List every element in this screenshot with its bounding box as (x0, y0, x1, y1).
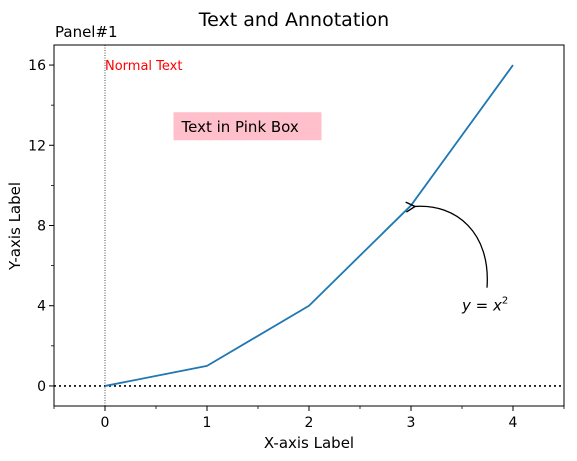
y-tick-label: 0 (37, 379, 46, 395)
reference-lines (54, 45, 564, 406)
y-tick-label: 16 (28, 58, 46, 74)
annotation-layer: Normal Text Text in Pink Box y = x2 (105, 59, 508, 315)
y-tick-label: 4 (37, 299, 46, 315)
y-tick-label: 8 (37, 219, 46, 235)
y-tick-label: 12 (28, 138, 46, 154)
x-tick-label: 4 (509, 415, 518, 431)
plot-area (54, 45, 564, 406)
normal-text-annotation: Normal Text (105, 59, 182, 74)
series-line-0 (104, 64, 514, 387)
pink-box (173, 112, 322, 141)
panel-label: Panel#1 (55, 23, 118, 41)
x-axis: 0 1 2 3 4 (53, 406, 565, 431)
x-tick-label: 1 (203, 415, 212, 431)
y-axis: 0 4 8 12 16 (28, 58, 54, 395)
x-tick-label: 3 (407, 415, 416, 431)
chart-title: Text and Annotation (198, 9, 389, 31)
series-layer (104, 64, 514, 387)
x-tick-label: 0 (101, 415, 110, 431)
annotation-arrow (405, 201, 488, 288)
x-axis-label: X-axis Label (264, 434, 354, 452)
y-axis-label: Y-axis Label (6, 182, 24, 271)
pink-box-text: Text in Pink Box (181, 118, 299, 136)
equation-annotation: y = x2 (461, 296, 508, 315)
x-tick-label: 2 (305, 415, 314, 431)
